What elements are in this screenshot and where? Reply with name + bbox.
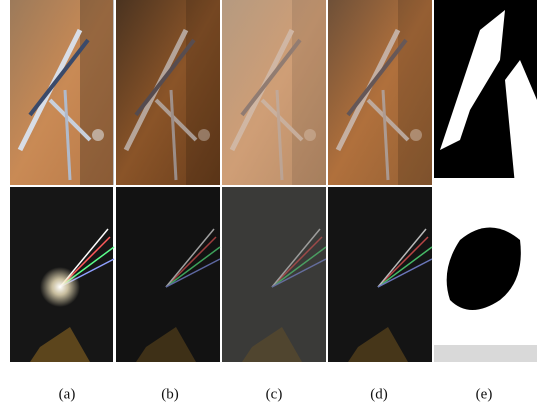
- panel-e-bottom: [434, 187, 537, 362]
- panel-d-bottom: [328, 187, 432, 362]
- panel-b-top: [116, 0, 220, 185]
- panel-label: (a): [59, 386, 76, 402]
- panel-b-bottom: [116, 187, 220, 362]
- figure: (a) (b) (c) (d) (e): [0, 0, 537, 405]
- panel-c-bottom: [222, 187, 326, 362]
- panel-label: (c): [266, 386, 283, 402]
- panel-a-top: [10, 0, 114, 185]
- panel-a-bottom: [10, 187, 114, 362]
- panel-label: (e): [476, 386, 493, 402]
- panel-label: (d): [370, 386, 388, 402]
- panel-d-top: [328, 0, 432, 185]
- panel-e-top: [434, 0, 537, 185]
- panel-c-top: [222, 0, 326, 185]
- panel-label: (b): [161, 386, 179, 402]
